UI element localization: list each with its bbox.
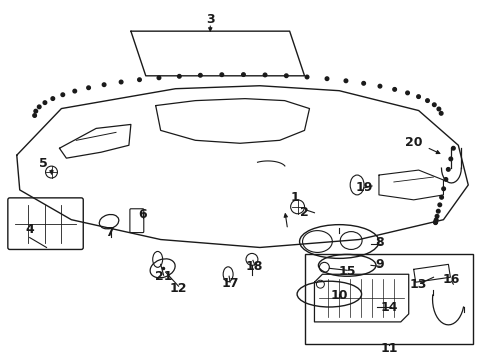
Bar [304,255,472,344]
Text: 18: 18 [245,260,262,273]
Circle shape [434,215,438,218]
Text: 15: 15 [338,265,355,278]
Circle shape [138,78,141,81]
Circle shape [263,73,266,77]
Text: 19: 19 [355,181,372,194]
Circle shape [284,74,287,77]
Circle shape [441,187,445,190]
Circle shape [43,101,47,104]
Circle shape [361,81,365,85]
Text: 20: 20 [404,136,422,149]
Circle shape [87,86,90,90]
Circle shape [61,93,64,96]
Text: 8: 8 [375,236,384,249]
Circle shape [446,168,449,171]
Text: 2: 2 [300,206,308,219]
Circle shape [431,103,435,107]
Circle shape [33,114,36,117]
Circle shape [439,195,443,199]
Circle shape [51,97,55,100]
Text: 4: 4 [25,223,34,236]
Text: 9: 9 [375,258,384,271]
Circle shape [38,105,41,109]
Text: 11: 11 [379,342,397,355]
Circle shape [177,75,181,78]
Circle shape [34,109,38,113]
Circle shape [73,89,77,93]
Circle shape [416,95,420,98]
Circle shape [448,157,452,161]
Circle shape [305,75,308,79]
Circle shape [436,107,440,111]
Circle shape [241,73,245,76]
Circle shape [439,112,442,115]
Circle shape [198,73,202,77]
Text: 13: 13 [409,278,427,291]
Circle shape [392,87,396,91]
Circle shape [325,77,328,81]
Circle shape [377,84,381,88]
Text: 10: 10 [330,289,347,302]
Circle shape [450,147,454,150]
Text: 5: 5 [39,157,48,170]
Circle shape [344,79,347,82]
Text: 21: 21 [155,270,172,283]
Circle shape [437,203,441,207]
Circle shape [433,221,436,224]
Circle shape [433,218,437,222]
Text: 14: 14 [379,301,397,314]
Circle shape [102,83,106,86]
Text: 6: 6 [138,208,147,221]
Circle shape [119,80,122,84]
Text: 7: 7 [104,226,113,239]
Circle shape [405,91,408,95]
Circle shape [425,99,428,102]
Circle shape [433,220,437,224]
Text: 12: 12 [169,282,187,294]
Circle shape [433,220,437,224]
Text: 3: 3 [205,13,214,26]
Circle shape [443,177,447,181]
Text: 1: 1 [290,192,298,204]
Text: 17: 17 [221,277,238,290]
Circle shape [436,210,439,213]
Circle shape [157,76,161,80]
Text: 16: 16 [442,273,459,286]
Circle shape [220,73,223,76]
